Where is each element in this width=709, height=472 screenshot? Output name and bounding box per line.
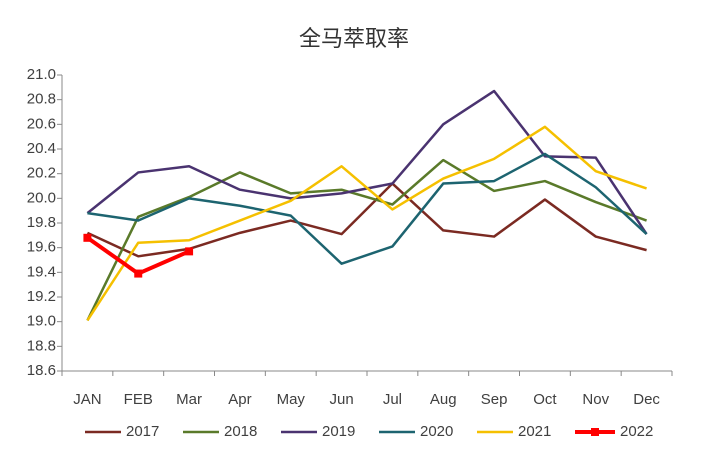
- point-marker: [185, 247, 194, 256]
- legend-label: 2020: [420, 423, 453, 440]
- series-line: [86, 125, 647, 322]
- x-tick-label: Aug: [430, 391, 457, 408]
- y-tick-label: 20.0: [27, 189, 56, 206]
- y-tick-label: 19.2: [27, 288, 56, 305]
- point-marker: [134, 269, 143, 278]
- x-tick-label: Oct: [533, 391, 557, 408]
- x-tick-label: Dec: [633, 391, 660, 408]
- x-tick-label: Mar: [176, 391, 202, 408]
- y-tick-label: 20.6: [27, 115, 56, 132]
- chart-title: 全马萃取率: [299, 26, 409, 51]
- legend-label: 2017: [126, 423, 159, 440]
- legend-label: 2021: [518, 423, 551, 440]
- x-tick-label: May: [277, 391, 306, 408]
- series-line: [86, 182, 647, 258]
- x-tick-label: Sep: [481, 391, 508, 408]
- y-tick-label: 20.4: [27, 140, 56, 157]
- x-tick-label: Apr: [228, 391, 251, 408]
- x-tick-label: JAN: [73, 391, 101, 408]
- x-tick-label: Jun: [329, 391, 353, 408]
- legend-marker: [591, 428, 599, 436]
- y-tick-label: 19.6: [27, 239, 56, 256]
- legend-label: 2019: [322, 423, 355, 440]
- series-line: [87, 152, 648, 265]
- y-tick-label: 19.8: [27, 214, 56, 231]
- legend-label: 2022: [620, 423, 653, 440]
- y-tick-label: 21.0: [27, 66, 56, 83]
- x-tick-label: FEB: [124, 391, 153, 408]
- y-tick-label: 20.2: [27, 165, 56, 182]
- point-marker: [83, 233, 92, 242]
- legend-label: 2018: [224, 423, 257, 440]
- y-tick-label: 20.8: [27, 91, 56, 108]
- y-tick-label: 19.0: [27, 313, 56, 330]
- series-line: [86, 158, 648, 321]
- y-tick-label: 19.4: [27, 263, 56, 280]
- x-tick-label: Jul: [383, 391, 402, 408]
- y-tick-label: 18.6: [27, 362, 56, 379]
- x-tick-label: Nov: [582, 391, 609, 408]
- y-tick-label: 18.8: [27, 337, 56, 354]
